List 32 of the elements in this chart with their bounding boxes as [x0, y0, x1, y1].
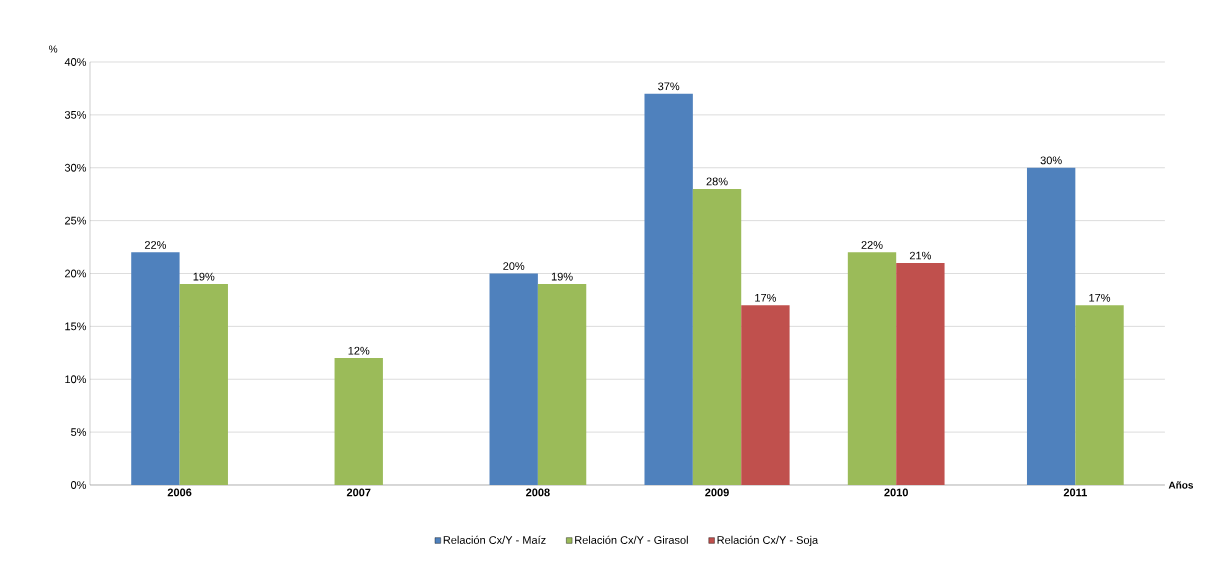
legend-label: Relación Cx/Y - Soja	[717, 535, 819, 547]
legend-label: Relación Cx/Y - Girasol	[575, 535, 688, 544]
y-tick-label: 5%	[71, 428, 87, 436]
data-label: 21%	[909, 251, 931, 260]
x-tick-label: 2008	[526, 488, 550, 497]
x-tick-label: 2010	[884, 488, 908, 497]
y-tick-label: 30%	[64, 163, 87, 172]
x-tick-label: 2011	[1063, 488, 1087, 497]
data-label: 17%	[1089, 294, 1111, 302]
y-tick-label: 40%	[64, 58, 87, 66]
x-tick-label: 2009	[705, 488, 729, 497]
data-label: 19%	[551, 272, 573, 281]
data-label: 37%	[658, 82, 680, 91]
x-tick-label: 2006	[167, 488, 192, 497]
data-label: 17%	[755, 294, 777, 302]
y-tick-label: 15%	[65, 322, 87, 331]
data-label: 20%	[503, 262, 525, 270]
data-label: 12%	[348, 346, 370, 355]
data-label: 30%	[1040, 156, 1062, 165]
data-label: 19%	[193, 272, 215, 281]
data-label: 22%	[861, 241, 883, 249]
data-label: 28%	[706, 177, 728, 186]
y-tick-label: 0%	[71, 481, 87, 489]
y-tick-label: 10%	[65, 375, 87, 384]
y-tick-label: 35%	[64, 110, 87, 119]
x-tick-label: 2007	[346, 488, 371, 497]
y-axis-title: %	[49, 45, 58, 53]
y-tick-label: 20%	[65, 269, 87, 278]
y-tick-label: 25%	[65, 216, 87, 225]
legend-label: Relación Cx/Y - Maíz	[443, 535, 546, 544]
data-label: 22%	[144, 241, 166, 249]
x-axis-title: Años	[1168, 481, 1194, 489]
